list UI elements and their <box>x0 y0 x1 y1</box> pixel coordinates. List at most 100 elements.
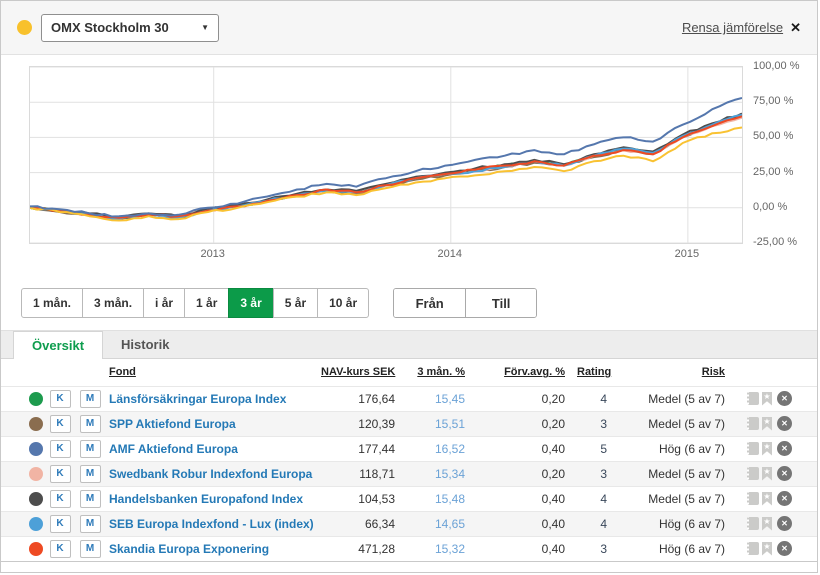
fund-table: Fond NAV-kurs SEK 3 mån. % Förv.avg. % R… <box>1 359 817 562</box>
nav-value: 471,28 <box>358 541 395 556</box>
three-month-value: 16,52 <box>434 441 465 456</box>
benchmark-dropdown[interactable]: OMX Stockholm 30 ▼ <box>41 13 219 42</box>
range-button-i-r[interactable]: i år <box>143 288 186 318</box>
remove-icon[interactable]: ✕ <box>777 416 792 431</box>
notes-icon[interactable] <box>747 467 759 480</box>
fund-name-link[interactable]: SPP Aktiefond Europa <box>109 416 236 431</box>
fee-value: 0,40 <box>541 541 565 556</box>
fee-value: 0,40 <box>541 516 565 531</box>
risk-value: Medel (5 av 7) <box>648 391 725 406</box>
three-month-value: 15,48 <box>434 491 465 506</box>
series-line-skandia-europa-exponering <box>30 115 742 219</box>
y-axis-label: 100,00 % <box>753 60 800 72</box>
remove-icon[interactable]: ✕ <box>777 516 792 531</box>
sort-rating-header[interactable]: Rating <box>577 366 612 379</box>
m-button[interactable]: M <box>79 539 101 558</box>
fee-value: 0,40 <box>541 491 565 506</box>
notes-icon[interactable] <box>747 492 759 505</box>
clear-comparison-link[interactable]: Rensa jämförelse <box>681 20 784 35</box>
m-column-header <box>73 359 107 386</box>
remove-icon[interactable]: ✕ <box>777 441 792 456</box>
fund-table-row: K M AMF Aktiefond Europa 177,44 16,52 0,… <box>1 436 817 461</box>
k-button[interactable]: K <box>49 414 71 433</box>
range-button-5-r[interactable]: 5 år <box>272 288 319 318</box>
fund-name-link[interactable]: Skandia Europa Exponering <box>109 541 270 556</box>
tab-versikt[interactable]: Översikt <box>13 331 104 359</box>
bookmark-icon[interactable]: ★ <box>762 541 772 556</box>
k-button[interactable]: K <box>49 489 71 508</box>
three-month-value: 15,51 <box>434 416 465 431</box>
m-button[interactable]: M <box>79 439 101 458</box>
fund-color-dot <box>29 416 43 431</box>
bookmark-icon[interactable]: ★ <box>762 391 772 406</box>
nav-value: 118,71 <box>359 466 395 481</box>
bookmark-icon[interactable]: ★ <box>762 441 772 456</box>
notes-icon[interactable] <box>747 392 759 405</box>
remove-icon[interactable]: ✕ <box>777 466 792 481</box>
bookmark-icon[interactable]: ★ <box>762 466 772 481</box>
fund-table-row: K M Länsförsäkringar Europa Index 176,64… <box>1 386 817 411</box>
k-button[interactable]: K <box>49 539 71 558</box>
series-line-seb-europa-indexfond-lux-index <box>30 113 742 221</box>
tab-historik[interactable]: Historik <box>121 337 170 352</box>
risk-value: Medel (5 av 7) <box>648 491 725 506</box>
range-button-3-m-n[interactable]: 3 mån. <box>82 288 145 318</box>
notes-icon[interactable] <box>747 417 759 430</box>
k-button[interactable]: K <box>49 464 71 483</box>
range-button-1-m-n[interactable]: 1 mån. <box>21 288 84 318</box>
from-date-button[interactable]: Från <box>394 289 466 317</box>
remove-icon[interactable]: ✕ <box>777 541 792 556</box>
m-button[interactable]: M <box>79 464 101 483</box>
fund-name-link[interactable]: Länsförsäkringar Europa Index <box>109 391 287 406</box>
bookmark-icon[interactable]: ★ <box>762 416 772 431</box>
table-header-row: Fond NAV-kurs SEK 3 mån. % Förv.avg. % R… <box>1 359 817 386</box>
x-axis-label: 2013 <box>200 248 225 260</box>
fund-name-link[interactable]: Handelsbanken Europafond Index <box>109 491 304 506</box>
y-axis-label: 25,00 % <box>753 165 794 178</box>
chart-plot-area[interactable] <box>29 66 743 244</box>
sort-three-month-header[interactable]: 3 mån. % <box>417 366 465 379</box>
sort-fee-header[interactable]: Förv.avg. % <box>504 366 565 379</box>
m-button[interactable]: M <box>79 414 101 433</box>
remove-icon[interactable]: ✕ <box>777 491 792 506</box>
notes-icon[interactable] <box>747 517 759 530</box>
sort-risk-header[interactable]: Risk <box>701 366 725 379</box>
series-line-swedbank-robur-indexfond-europa <box>30 116 742 219</box>
m-button[interactable]: M <box>79 514 101 533</box>
notes-icon[interactable] <box>747 542 759 555</box>
y-axis-label: 75,00 % <box>753 95 794 108</box>
x-axis-label: 2014 <box>437 248 463 260</box>
range-button-1-r[interactable]: 1 år <box>184 288 230 318</box>
bookmark-icon[interactable]: ★ <box>762 491 772 506</box>
fund-color-dot <box>29 516 43 531</box>
range-button-3-r[interactable]: 3 år <box>228 288 274 318</box>
range-button-10-r[interactable]: 10 år <box>317 288 370 318</box>
fund-color-dot <box>29 541 43 556</box>
chart-svg <box>30 67 742 243</box>
m-button[interactable]: M <box>79 489 101 508</box>
k-button[interactable]: K <box>49 389 71 408</box>
k-button[interactable]: K <box>49 514 71 533</box>
sort-nav-header[interactable]: NAV-kurs SEK <box>321 366 396 379</box>
fund-name-link[interactable]: Swedbank Robur Indexfond Europa <box>109 466 313 481</box>
k-button[interactable]: K <box>49 439 71 458</box>
sort-fund-header[interactable]: Fond <box>109 366 136 379</box>
bookmark-icon[interactable]: ★ <box>762 516 772 531</box>
m-button[interactable]: M <box>79 389 101 408</box>
benchmark-series-dot <box>17 20 32 35</box>
comparison-header: OMX Stockholm 30 ▼ Rensa jämförelse ✕ <box>1 1 817 55</box>
risk-value: Hög (6 av 7) <box>658 516 725 531</box>
k-column-header <box>47 359 73 386</box>
nav-value: 66,34 <box>364 516 395 531</box>
to-date-button[interactable]: Till <box>465 289 537 317</box>
clear-comparison-close-icon[interactable]: ✕ <box>790 19 801 35</box>
rating-value: 3 <box>600 541 607 556</box>
fund-name-link[interactable]: SEB Europa Indexfond - Lux (index) <box>109 516 314 531</box>
x-axis-label: 2015 <box>674 248 700 260</box>
benchmark-dropdown-value: OMX Stockholm 30 <box>51 20 169 35</box>
series-line-spp-aktiefond-europa <box>30 114 742 221</box>
notes-icon[interactable] <box>747 442 759 455</box>
remove-icon[interactable]: ✕ <box>777 391 792 406</box>
fund-name-link[interactable]: AMF Aktiefond Europa <box>109 441 238 456</box>
risk-value: Medel (5 av 7) <box>648 466 725 481</box>
